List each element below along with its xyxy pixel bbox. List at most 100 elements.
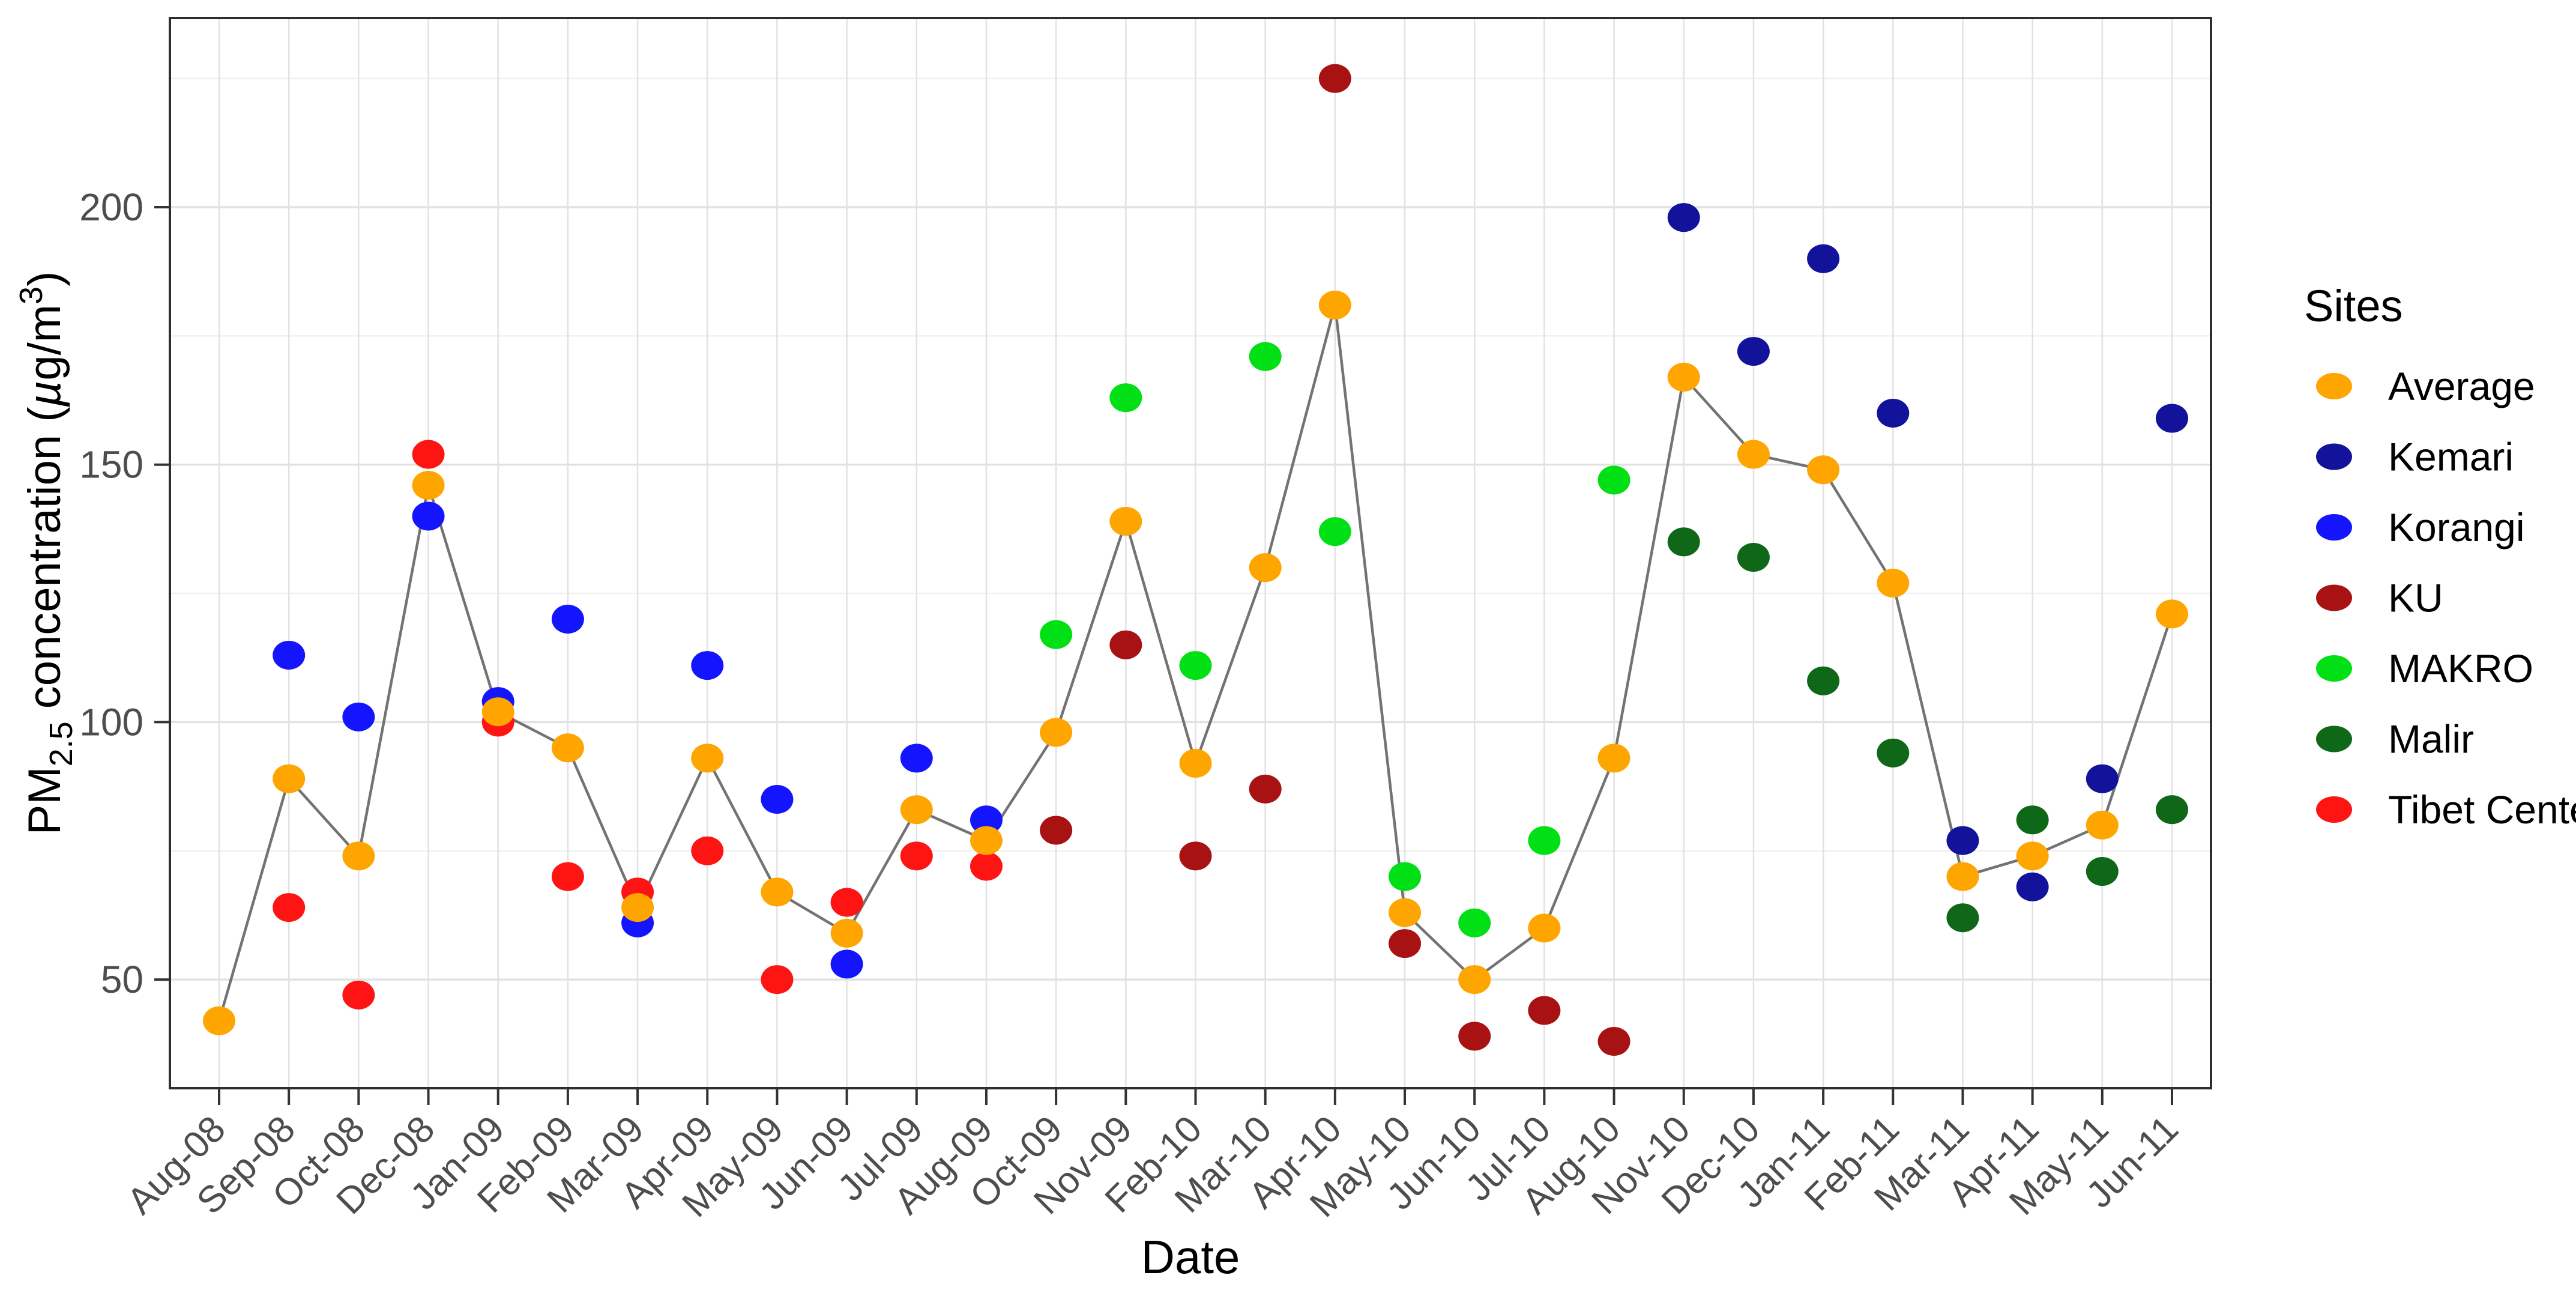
data-point	[1389, 862, 1422, 891]
legend-label: Tibet Center	[2388, 787, 2576, 832]
data-point	[1877, 568, 1910, 598]
data-point	[412, 501, 445, 531]
data-point	[830, 918, 863, 948]
data-point	[2016, 841, 2049, 871]
data-point	[830, 949, 863, 979]
legend-item: Tibet Center	[2316, 787, 2576, 832]
data-point	[1040, 718, 1073, 747]
y-axis: 50 100 150 200	[79, 186, 170, 1001]
data-point	[1389, 898, 1422, 927]
data-point	[1109, 630, 1142, 659]
data-point	[1877, 398, 1910, 428]
data-point	[1597, 743, 1630, 773]
data-point	[691, 743, 724, 773]
y-tick-label: 100	[79, 700, 143, 743]
data-point	[342, 841, 375, 871]
panel-border	[169, 17, 2212, 1089]
data-point	[1179, 651, 1212, 680]
legend-label: Kemari	[2388, 435, 2514, 479]
data-point	[1458, 908, 1491, 937]
data-point	[1040, 816, 1073, 845]
data-point	[1249, 342, 1282, 371]
data-point	[1597, 465, 1630, 495]
data-point	[481, 697, 514, 727]
data-point	[761, 785, 794, 814]
data-point	[1458, 965, 1491, 995]
data-point	[1737, 543, 1770, 572]
data-point	[761, 965, 794, 995]
legend-swatch-makro	[2316, 655, 2352, 682]
data-point	[1109, 383, 1142, 413]
legend-swatch-kemari	[2316, 443, 2352, 470]
data-point	[1877, 738, 1910, 768]
series-average	[203, 290, 2188, 1035]
y-tick-label: 200	[79, 186, 143, 229]
data-point	[2156, 795, 2188, 825]
legend-label: MAKRO	[2388, 646, 2533, 691]
data-point	[691, 651, 724, 680]
data-point	[900, 795, 933, 825]
data-point	[1109, 507, 1142, 536]
data-point	[2156, 404, 2188, 433]
data-point	[1946, 903, 1979, 933]
data-point	[1458, 1022, 1491, 1051]
legend-item: MAKRO	[2316, 646, 2533, 691]
data-point	[1318, 517, 1351, 547]
legend-swatch-tibet-center	[2316, 796, 2352, 823]
legend-swatch-average	[2316, 373, 2352, 399]
legend-item: Korangi	[2316, 505, 2525, 550]
legend-label: Malir	[2388, 717, 2474, 762]
data-point	[1667, 527, 1700, 557]
y-tick-label: 150	[79, 443, 143, 486]
data-point	[1179, 841, 1212, 871]
data-point	[273, 764, 306, 793]
data-point	[1807, 244, 1840, 273]
data-point	[273, 893, 306, 922]
series-korangi	[273, 501, 1003, 979]
data-point	[1597, 1026, 1630, 1056]
series-malir	[1667, 527, 2188, 933]
data-point	[1667, 362, 1700, 392]
data-point	[1528, 826, 1561, 855]
data-point	[1249, 774, 1282, 804]
data-point	[1249, 553, 1282, 583]
data-point	[1040, 620, 1073, 649]
data-point	[691, 836, 724, 865]
data-point	[2086, 764, 2119, 793]
series-kemari	[1667, 203, 2188, 901]
x-axis-title: Date	[1141, 1231, 1240, 1283]
data-point	[761, 877, 794, 907]
data-point	[1318, 64, 1351, 93]
data-point	[830, 888, 863, 917]
data-point	[621, 893, 654, 922]
legend-label: Average	[2388, 364, 2535, 408]
y-tick-label: 50	[101, 958, 143, 1001]
data-point	[1807, 666, 1840, 695]
data-point	[203, 1006, 235, 1035]
data-point	[342, 980, 375, 1010]
data-point	[2156, 599, 2188, 629]
data-point	[1528, 996, 1561, 1025]
data-point	[970, 852, 1003, 881]
data-point	[2016, 805, 2049, 835]
data-point	[2086, 810, 2119, 840]
legend-swatch-korangi	[2316, 514, 2352, 540]
data-point	[1946, 826, 1979, 855]
legend-item: Kemari	[2316, 435, 2514, 479]
data-point	[1807, 455, 1840, 485]
data-point	[1946, 862, 1979, 891]
data-point	[342, 702, 375, 731]
series-makro	[1040, 342, 1630, 937]
data-point	[412, 470, 445, 500]
legend-label: KU	[2388, 576, 2443, 620]
data-point	[970, 805, 1003, 835]
legend-title: Sites	[2304, 281, 2403, 331]
data-point	[1737, 440, 1770, 469]
legend-label: Korangi	[2388, 505, 2525, 550]
data-point	[1737, 337, 1770, 366]
data-point	[551, 733, 584, 763]
legend-item: Average	[2316, 364, 2535, 408]
data-point	[970, 826, 1003, 855]
